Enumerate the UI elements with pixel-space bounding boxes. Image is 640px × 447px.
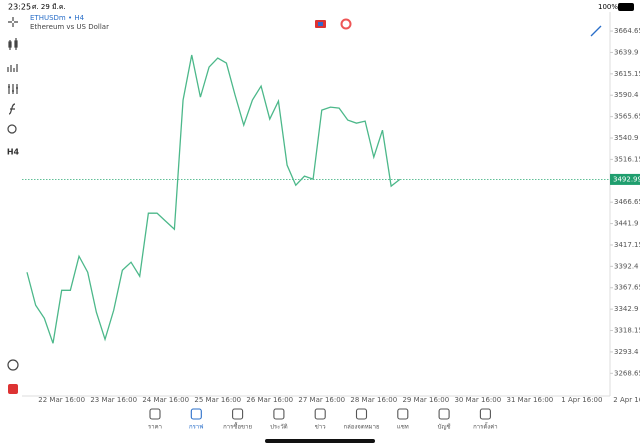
tab[interactable]: กราฟ	[189, 408, 204, 431]
tab-icon	[438, 408, 450, 420]
tab-bar: ราคา กราฟ การซื้อขาย ประวัติ ข่าว กล่องจดหมาย…	[148, 408, 498, 431]
x-tick-label: 22 Mar 16:00	[38, 396, 85, 404]
x-tick-label: 25 Mar 16:00	[194, 396, 241, 404]
tab-icon	[190, 408, 202, 420]
tab-label: กล่องจดหมาย	[343, 424, 379, 431]
tab-icon	[355, 408, 368, 420]
tab-icon	[314, 408, 326, 420]
x-tick-label: 24 Mar 16:00	[142, 396, 189, 404]
tab-icon	[232, 408, 244, 420]
objects-tool[interactable]	[7, 124, 17, 134]
battery-icon	[618, 3, 634, 11]
y-tick-label: 3615.15	[614, 70, 640, 78]
y-tick-label: 3565.65	[614, 113, 640, 121]
tab-icon	[273, 408, 285, 420]
x-tick-label: 2 Apr 16:00	[613, 396, 640, 404]
left-toolbar: H4	[7, 17, 20, 394]
tab[interactable]: ราคา	[148, 408, 162, 431]
tab[interactable]: การซื้อขาย	[223, 408, 252, 431]
x-tick-label: 26 Mar 16:00	[246, 396, 293, 404]
crosshair-tool[interactable]	[8, 17, 18, 27]
tab[interactable]: ประวัติ	[270, 408, 288, 431]
y-tick-label: 3367.65	[614, 284, 640, 292]
tab[interactable]: ข่าว	[314, 408, 326, 431]
timeframe-button[interactable]: H4	[7, 148, 20, 157]
tab-label: แชท	[397, 424, 409, 431]
tab-icon	[149, 408, 161, 420]
y-tick-label: 3268.65	[614, 369, 640, 377]
x-tick-label: 31 Mar 16:00	[506, 396, 553, 404]
tab[interactable]: การตั้งค่า	[473, 408, 498, 431]
current-price-label: 3492.99	[613, 175, 640, 183]
y-tick-label: 3590.4	[614, 91, 639, 99]
y-tick-label: 3441.9	[614, 220, 639, 228]
plot-area	[22, 54, 610, 344]
tab[interactable]: แชท	[397, 408, 409, 431]
tab-label: ประวัติ	[270, 424, 288, 431]
x-tick-label: 28 Mar 16:00	[350, 396, 397, 404]
tab-label: ราคา	[148, 424, 162, 431]
tab-label: การซื้อขาย	[223, 421, 252, 431]
tab-label: บัญชี	[438, 423, 451, 431]
x-tick-label: 27 Mar 16:00	[298, 396, 345, 404]
y-tick-label: 3466.65	[614, 198, 640, 206]
settings-tool[interactable]	[8, 84, 18, 94]
indicators-tool[interactable]	[7, 64, 18, 72]
chart-type-tool[interactable]	[8, 38, 18, 50]
tab-icon	[397, 408, 409, 420]
y-tick-label: 3516.15	[614, 155, 640, 163]
tab[interactable]: กล่องจดหมาย	[343, 408, 380, 431]
currency-icon[interactable]	[340, 18, 352, 30]
tab-label: ข่าว	[315, 424, 326, 431]
y-tick-label: 3293.4	[614, 348, 639, 356]
status-time: 23:25	[8, 3, 31, 12]
y-tick-label: 3664.65	[614, 27, 640, 35]
draw-tool[interactable]	[590, 25, 602, 37]
tab-icon	[479, 408, 491, 420]
chart-symbol: ETHUSDm • H4	[30, 14, 85, 22]
flag-icon-inner	[318, 22, 323, 26]
status-date: ศ. 29 มี.ค.	[32, 3, 66, 11]
x-tick-label: 29 Mar 16:00	[402, 396, 449, 404]
tab-label: การตั้งค่า	[473, 421, 497, 431]
price-line	[26, 54, 401, 344]
app-icon[interactable]	[8, 384, 18, 394]
y-tick-label: 3540.9	[614, 134, 639, 142]
zoom-tool[interactable]	[7, 359, 19, 371]
home-indicator	[265, 439, 375, 443]
status-battery: 100%	[598, 3, 618, 11]
tab[interactable]: บัญชี	[438, 408, 451, 431]
current-price-box	[610, 173, 640, 185]
function-tool[interactable]	[8, 103, 16, 115]
tab-label: กราฟ	[189, 424, 203, 431]
chart-description: Ethereum vs US Dollar	[30, 23, 109, 31]
y-tick-label: 3392.4	[614, 262, 639, 270]
y-tick-label: 3318.15	[614, 327, 640, 335]
x-tick-label: 23 Mar 16:00	[90, 396, 137, 404]
x-tick-label: 1 Apr 16:00	[561, 396, 602, 404]
y-tick-label: 3342.9	[614, 305, 639, 313]
y-tick-label: 3639.9	[614, 48, 639, 56]
x-tick-label: 30 Mar 16:00	[454, 396, 501, 404]
y-tick-label: 3417.15	[614, 241, 640, 249]
